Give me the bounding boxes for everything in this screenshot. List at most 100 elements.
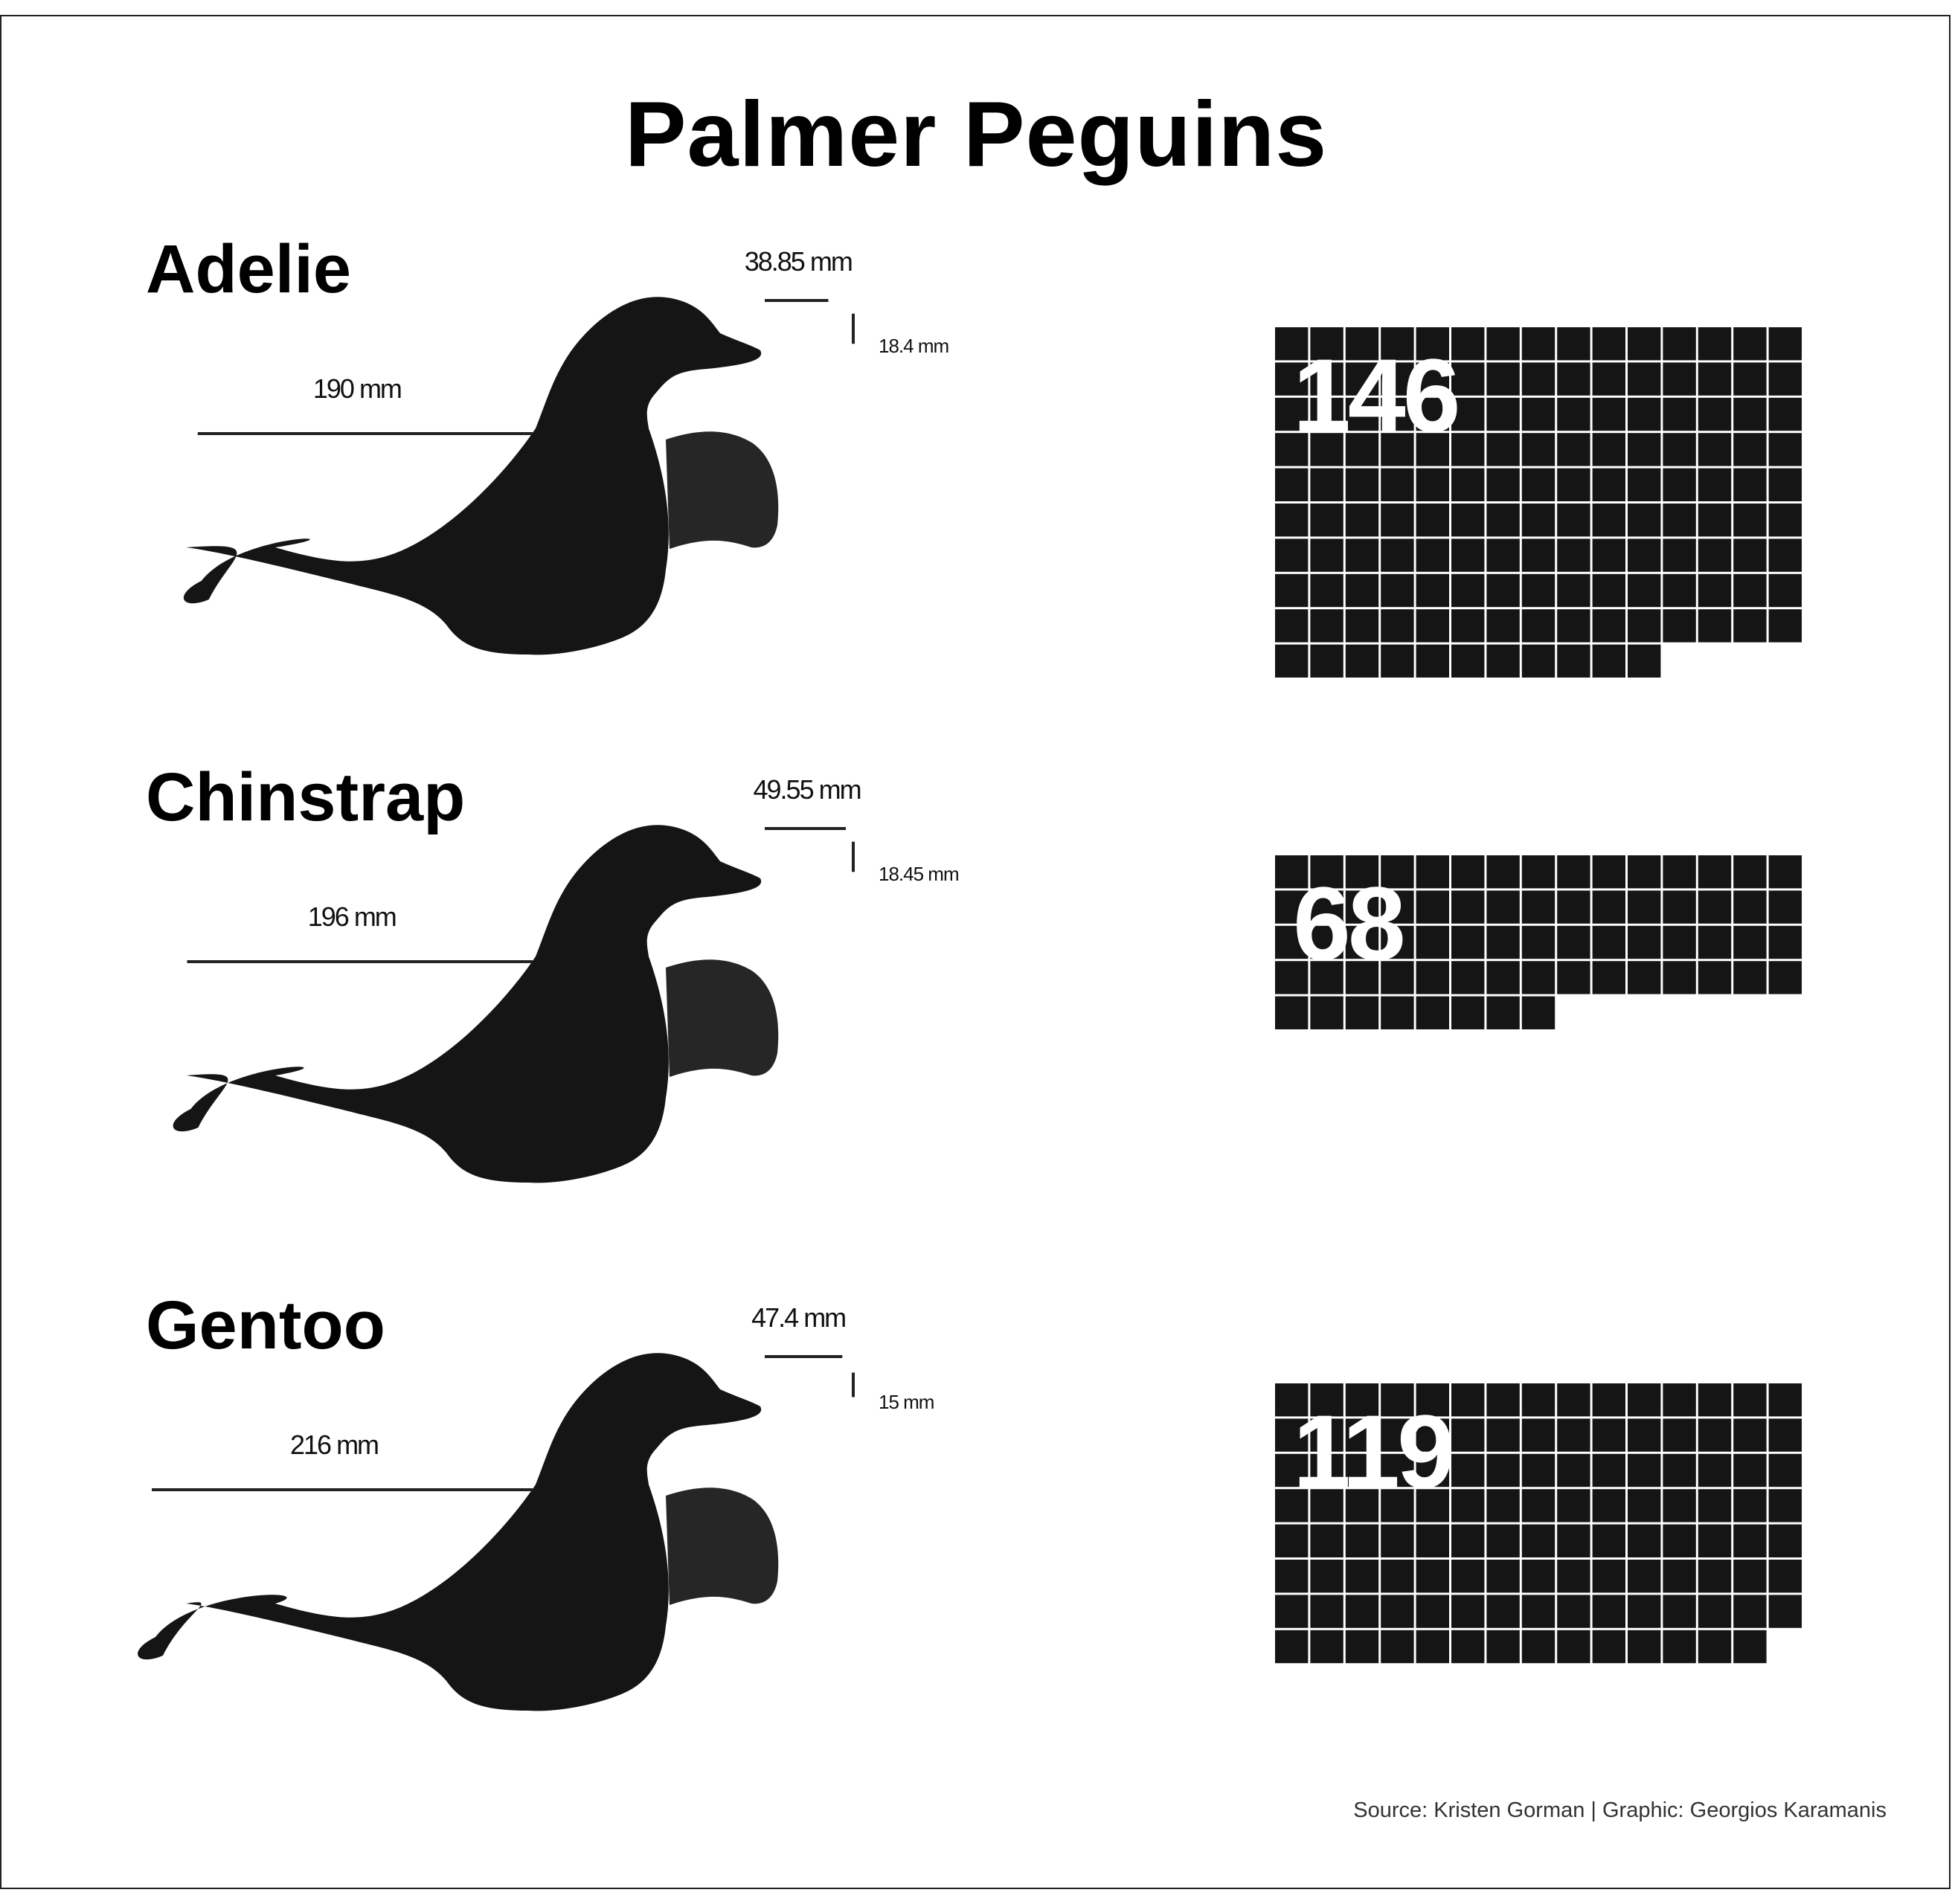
waffle-cell [1416,961,1449,994]
waffle-chart [1275,327,1802,678]
waffle-cell [1310,468,1343,501]
waffle-cell [1275,327,1309,361]
waffle-cell [1698,1630,1732,1664]
waffle-cell [1592,644,1625,678]
waffle-cell [1628,362,1661,396]
waffle-cell [1698,925,1732,959]
penguin-flipper [666,1488,779,1605]
waffle-cell [1521,1418,1556,1452]
bill-length-label: 38.85 mm [744,246,853,277]
penguin-silhouette-icon [138,1353,855,1711]
waffle-cell [1663,1453,1696,1488]
waffle-cell [1416,996,1449,1029]
waffle-cell [1381,1418,1414,1452]
waffle-cell [1557,573,1590,608]
waffle-cell [1416,1524,1449,1557]
waffle-cell [1486,362,1520,396]
waffle-cell [1628,397,1661,431]
waffle-cell [1381,609,1414,643]
waffle-cell [1733,609,1767,643]
waffle-cell [1768,362,1802,396]
chart-title: Palmer Peguins [624,83,1328,186]
waffle-cell [1521,1630,1556,1664]
count-label: 146 [1293,337,1461,454]
waffle-cell [1557,1418,1590,1452]
waffle-cell [1698,1524,1732,1557]
waffle-cell [1698,327,1732,361]
waffle-cell [1768,397,1802,431]
waffle-cell [1416,1418,1449,1452]
waffle-cell [1345,1524,1379,1557]
waffle-cell [1592,1453,1625,1488]
waffle-cell [1733,1595,1767,1628]
waffle-cell [1628,1560,1661,1593]
waffle-cell [1592,573,1625,608]
waffle-cell [1451,1560,1485,1593]
waffle-cell [1663,433,1696,466]
penguin-flipper [666,959,779,1077]
waffle-cell [1275,538,1309,572]
waffle-cell [1275,890,1309,924]
waffle-cell [1416,1595,1449,1628]
waffle-cell [1310,855,1343,889]
waffle-cell [1663,1524,1696,1557]
waffle-cell [1733,504,1767,537]
waffle-cell [1275,609,1309,643]
waffle-cell [1275,468,1309,501]
waffle-cell [1486,961,1520,994]
waffle-cell [1381,573,1414,608]
waffle-cell [1557,433,1590,466]
waffle-cell [1451,609,1485,643]
waffle-cell [1663,1489,1696,1522]
waffle-cell [1381,397,1414,431]
waffle-cell [1628,327,1661,361]
waffle-cell [1698,433,1732,466]
waffle-cell [1310,433,1343,466]
waffle-cell [1345,538,1379,572]
waffle-cell [1451,996,1485,1029]
waffle-cell [1345,1453,1379,1488]
waffle-cell [1345,397,1379,431]
waffle-cell [1592,397,1625,431]
species-name: Adelie [146,231,352,307]
waffle-cell [1663,890,1696,924]
waffle-cell [1698,538,1732,572]
waffle-cell [1521,1560,1556,1593]
waffle-cell [1310,644,1343,678]
waffle-cell [1521,1595,1556,1628]
waffle-cell [1381,925,1414,959]
waffle-cell [1275,573,1309,608]
waffle-cell [1698,1560,1732,1593]
waffle-cell [1733,1383,1767,1417]
waffle-cell [1451,1630,1485,1664]
waffle-cell [1486,573,1520,608]
waffle-cell [1733,925,1767,959]
waffle-cell [1628,1383,1661,1417]
waffle-cell [1521,890,1556,924]
waffle-cell [1592,1383,1625,1417]
waffle-cell [1416,468,1449,501]
waffle-cell [1345,644,1379,678]
waffle-cell [1768,1524,1802,1557]
waffle-cell [1381,538,1414,572]
waffle-cell [1521,644,1556,678]
waffle-cell [1345,504,1379,537]
waffle-cell [1486,925,1520,959]
waffle-cell [1698,468,1732,501]
waffle-cell [1451,538,1485,572]
waffle-cell [1416,1630,1449,1664]
chart-frame [0,15,1951,1889]
waffle-cell [1557,468,1590,501]
waffle-cell [1486,1524,1520,1557]
waffle-cell [1310,1453,1343,1488]
waffle-cell [1628,925,1661,959]
waffle-cell [1451,362,1485,396]
waffle-cell [1592,538,1625,572]
waffle-cell [1698,504,1732,537]
waffle-cell [1381,1489,1414,1522]
waffle-cell [1557,961,1590,994]
waffle-cell [1275,1595,1309,1628]
waffle-cell [1381,327,1414,361]
waffle-cell [1521,538,1556,572]
waffle-cell [1381,362,1414,396]
